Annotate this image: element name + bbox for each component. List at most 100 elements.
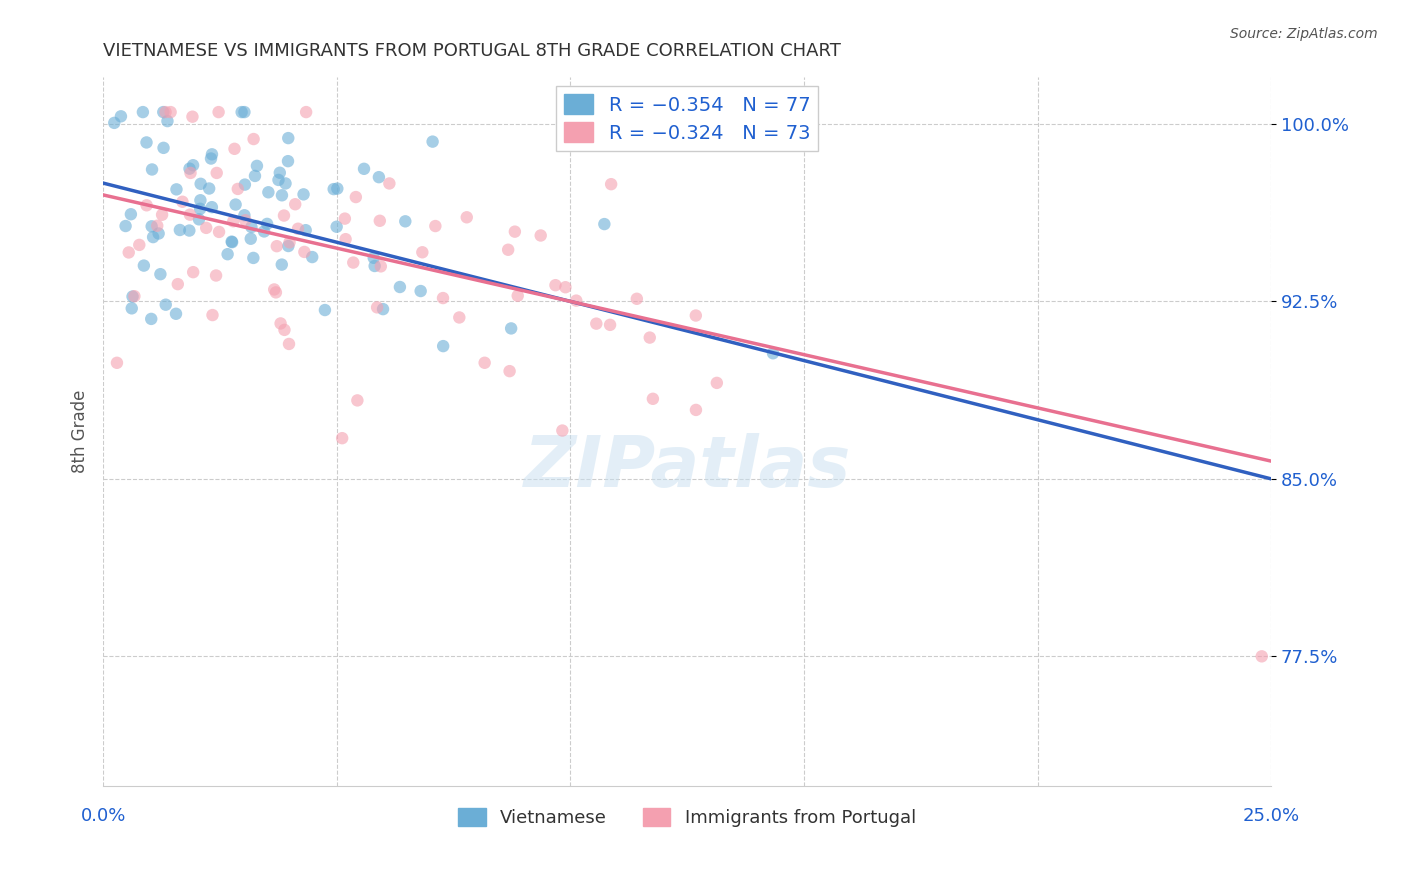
Point <box>432 291 454 305</box>
Point <box>179 223 201 237</box>
Point <box>188 212 211 227</box>
Point <box>370 260 392 274</box>
Point <box>242 132 264 146</box>
Point <box>155 105 177 120</box>
Point <box>257 186 280 200</box>
Point <box>118 245 141 260</box>
Point <box>188 202 211 216</box>
Point <box>217 247 239 261</box>
Point <box>200 152 222 166</box>
Point <box>638 330 661 344</box>
Point <box>148 227 170 241</box>
Point <box>235 213 257 227</box>
Point <box>367 170 389 185</box>
Point <box>242 251 264 265</box>
Point <box>530 228 553 243</box>
Point <box>762 346 785 360</box>
Point <box>253 224 276 238</box>
Point <box>335 232 357 246</box>
Point <box>432 339 454 353</box>
Point <box>322 182 344 196</box>
Point <box>233 178 256 192</box>
Point <box>169 223 191 237</box>
Point <box>198 181 221 195</box>
Point <box>273 323 295 337</box>
Point <box>179 208 201 222</box>
Point <box>224 142 246 156</box>
Text: 0.0%: 0.0% <box>80 807 125 825</box>
Point <box>685 403 707 417</box>
Point <box>205 268 228 283</box>
Point <box>166 277 188 292</box>
Point <box>368 214 391 228</box>
Point <box>159 105 181 120</box>
Point <box>600 177 623 191</box>
Point <box>190 194 212 208</box>
Point <box>121 289 143 303</box>
Point <box>551 424 574 438</box>
Point <box>554 280 576 294</box>
Point <box>205 166 228 180</box>
Point <box>221 235 243 249</box>
Point <box>172 194 194 209</box>
Point <box>156 114 179 128</box>
Point <box>411 245 433 260</box>
Point <box>685 309 707 323</box>
Point <box>626 292 648 306</box>
Point <box>301 250 323 264</box>
Point <box>190 177 212 191</box>
Point <box>599 318 621 332</box>
Point <box>201 308 224 322</box>
Point <box>132 259 155 273</box>
Point <box>121 301 143 316</box>
Point <box>496 243 519 257</box>
Point <box>342 255 364 269</box>
Point <box>132 105 155 120</box>
Point <box>142 230 165 244</box>
Point <box>409 284 432 298</box>
Point <box>135 198 157 212</box>
Point <box>264 285 287 300</box>
Point <box>456 211 478 225</box>
Point <box>501 321 523 335</box>
Point <box>239 232 262 246</box>
Point <box>135 136 157 150</box>
Point <box>105 356 128 370</box>
Point <box>593 217 616 231</box>
Point <box>165 307 187 321</box>
Point <box>221 235 243 249</box>
Point <box>314 303 336 318</box>
Point <box>266 239 288 253</box>
Point <box>207 105 229 120</box>
Point <box>269 166 291 180</box>
Point <box>292 244 315 259</box>
Point <box>363 251 385 265</box>
Point <box>277 131 299 145</box>
Point <box>277 154 299 169</box>
Point <box>333 211 356 226</box>
Point <box>585 317 607 331</box>
Point <box>226 182 249 196</box>
Point <box>565 293 588 308</box>
Point <box>146 219 169 233</box>
Point <box>425 219 447 233</box>
Point <box>181 110 204 124</box>
Point <box>294 223 316 237</box>
Point <box>503 225 526 239</box>
Point <box>422 135 444 149</box>
Y-axis label: 8th Grade: 8th Grade <box>72 390 89 474</box>
Point <box>388 280 411 294</box>
Point <box>295 105 318 120</box>
Point <box>1250 649 1272 664</box>
Point <box>273 209 295 223</box>
Point <box>103 116 125 130</box>
Point <box>346 393 368 408</box>
Point <box>325 219 347 234</box>
Point <box>371 302 394 317</box>
Point <box>152 141 174 155</box>
Point <box>344 190 367 204</box>
Point <box>449 310 471 325</box>
Point <box>330 431 353 445</box>
Point <box>166 182 188 196</box>
Point <box>141 219 163 234</box>
